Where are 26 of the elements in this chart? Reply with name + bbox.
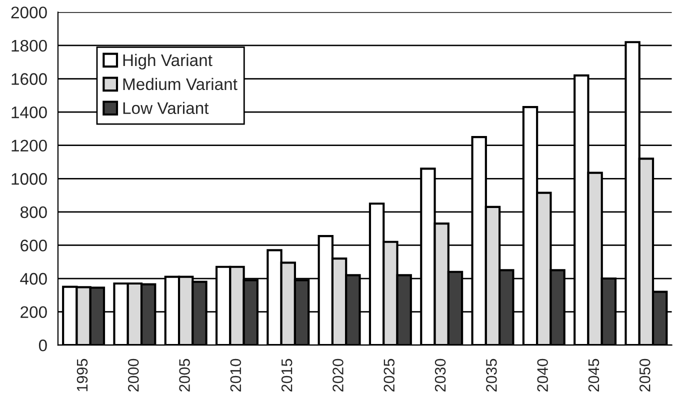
y-tick-label: 1800 [12,40,47,52]
x-tick-label: 2025 [384,358,395,392]
x-tick-label: 2030 [434,358,446,392]
y-tick-label: 200 [20,306,47,318]
legend-label: Low Variant [123,102,209,114]
y-tick-label: 0 [38,340,47,352]
y-tick-label: 2000 [11,6,47,18]
x-tick-label: 2005 [179,358,190,392]
x-tick-label: 1995 [76,358,88,392]
y-tick-label: 1200 [12,140,47,152]
x-tick-label: 2040 [537,358,548,392]
y-tick-label: 1600 [12,73,47,85]
x-tick-label: 2045 [588,358,600,392]
y-tick-label: 400 [20,272,47,285]
y-tick-label: 800 [20,206,47,218]
x-tick-label: 2020 [332,358,344,392]
y-tick-label: 600 [20,240,47,252]
legend-label: Medium Variant [123,78,238,90]
x-tick-label: 2010 [230,358,242,392]
x-tick-label: 2035 [486,358,497,392]
y-tick-label: 1000 [12,173,47,185]
legend-label: High Variant [123,54,212,70]
x-tick-label: 2015 [281,358,292,392]
y-tick-label: 1400 [12,106,47,118]
x-tick-label: 2000 [128,358,139,392]
x-tick-label: 2050 [639,358,650,392]
